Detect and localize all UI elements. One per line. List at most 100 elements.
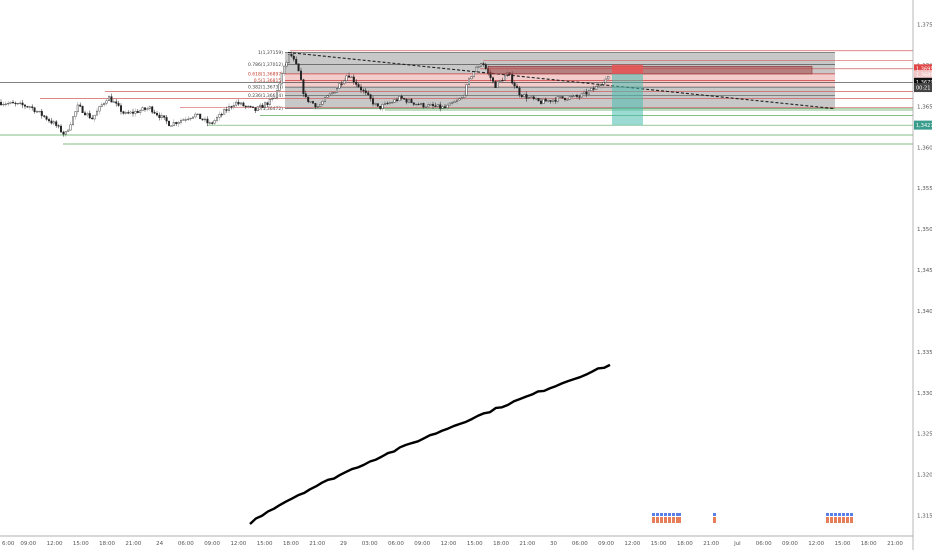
time-tick-label: 06:00 <box>388 541 404 547</box>
candle-body <box>446 104 449 109</box>
candle-body <box>64 131 67 135</box>
candle-body <box>535 98 538 100</box>
supply-zone-rect <box>487 65 813 75</box>
candle-body <box>43 115 46 117</box>
candle-body <box>91 117 94 120</box>
candle-body <box>242 102 245 107</box>
event-flag-icon <box>676 517 679 523</box>
candle-body <box>525 94 528 99</box>
event-flag-icon <box>826 517 829 523</box>
time-tick-label: 09:00 <box>20 541 36 547</box>
candle-body <box>448 102 451 106</box>
candle-body <box>175 122 178 124</box>
candle-body <box>21 102 24 106</box>
candle-body <box>604 78 607 83</box>
candle-body <box>88 113 91 119</box>
candle-body <box>439 104 442 109</box>
time-tick-label: 18:00 <box>99 541 115 547</box>
candle-body <box>559 96 562 98</box>
candle-body <box>468 78 471 85</box>
candle-body <box>177 122 180 124</box>
candle-body <box>436 104 439 107</box>
event-flag-icon <box>834 517 837 523</box>
candle-body <box>136 110 139 113</box>
candle-body <box>432 104 435 107</box>
candle-body <box>266 102 269 105</box>
candle-body <box>602 82 605 85</box>
candle-body <box>588 90 591 95</box>
time-tick-label: 21:00 <box>519 541 535 547</box>
price-tag-red-bg <box>914 64 932 74</box>
price-tick-label: 1,35000 <box>917 227 932 233</box>
candle-body <box>300 70 303 80</box>
candle-body <box>134 110 137 114</box>
candle-body <box>203 118 206 121</box>
candle-body <box>355 81 358 85</box>
candle-body <box>151 106 154 113</box>
time-tick-label: 29 <box>340 541 347 547</box>
price-tick-label: 1,34500 <box>917 268 932 274</box>
candle-body <box>28 106 31 108</box>
candle-body <box>482 63 485 65</box>
candle-body <box>547 100 550 102</box>
candle-body <box>429 104 432 106</box>
candle-body <box>0 102 2 106</box>
candle-body <box>71 116 74 125</box>
price-axis: 1,375001,370001,365001,360001,355001,350… <box>912 0 932 550</box>
candle-body <box>95 110 98 116</box>
event-flag-icon <box>826 513 829 516</box>
candle-body <box>285 62 288 67</box>
candle-body <box>141 107 144 111</box>
candle-body <box>117 103 120 106</box>
event-flag-icon <box>842 517 845 523</box>
time-tick-label: 15:00 <box>651 541 667 547</box>
trend-line-dashed <box>287 51 836 110</box>
candle-body <box>129 111 132 114</box>
candle-body <box>110 96 113 103</box>
candle-body <box>331 92 334 95</box>
candle-body <box>148 106 151 109</box>
candle-body <box>295 58 298 65</box>
candle-body <box>189 117 192 120</box>
candle-body <box>208 122 211 124</box>
price-tick-label: 1,31500 <box>917 514 932 520</box>
fib-level-label: 0.382(1,36735) <box>248 85 283 91</box>
candle-body <box>139 110 142 113</box>
candle-body <box>532 96 535 99</box>
candle-body <box>357 84 360 88</box>
candle-body <box>119 105 122 112</box>
candle-body <box>348 75 351 78</box>
time-tick-label: 18:00 <box>861 541 877 547</box>
candle-body <box>580 93 583 98</box>
candle-body <box>19 102 22 104</box>
candle-body <box>14 102 17 105</box>
event-flag-icon <box>656 517 659 523</box>
price-tag-current-bg <box>914 77 932 87</box>
candle-body <box>501 79 504 82</box>
time-tick-label: 15:00 <box>73 541 89 547</box>
event-flag-icon <box>652 513 655 516</box>
candle-body <box>57 125 60 127</box>
candle-body <box>369 94 372 99</box>
candle-body <box>271 98 274 100</box>
candle-body <box>381 104 384 109</box>
take-profit-zone <box>612 73 643 126</box>
candle-body <box>340 83 343 85</box>
event-flag-icon <box>842 513 845 516</box>
candle-body <box>307 96 310 102</box>
event-flag-icon <box>656 513 659 516</box>
price-tag-pink: 1,36887 <box>916 73 932 79</box>
candle-body <box>324 97 327 102</box>
time-tick-label: 06:00 <box>756 541 772 547</box>
candle-body <box>131 111 134 114</box>
candle-body <box>283 65 286 74</box>
candle-body <box>372 98 375 105</box>
event-flag-icon <box>652 517 655 523</box>
price-tag-countdown-bg <box>914 83 932 93</box>
candle-body <box>103 102 106 106</box>
price-tick-label: 1,33500 <box>917 350 932 356</box>
candle-body <box>410 99 413 103</box>
candle-body <box>232 105 235 108</box>
candle-body <box>552 99 555 102</box>
